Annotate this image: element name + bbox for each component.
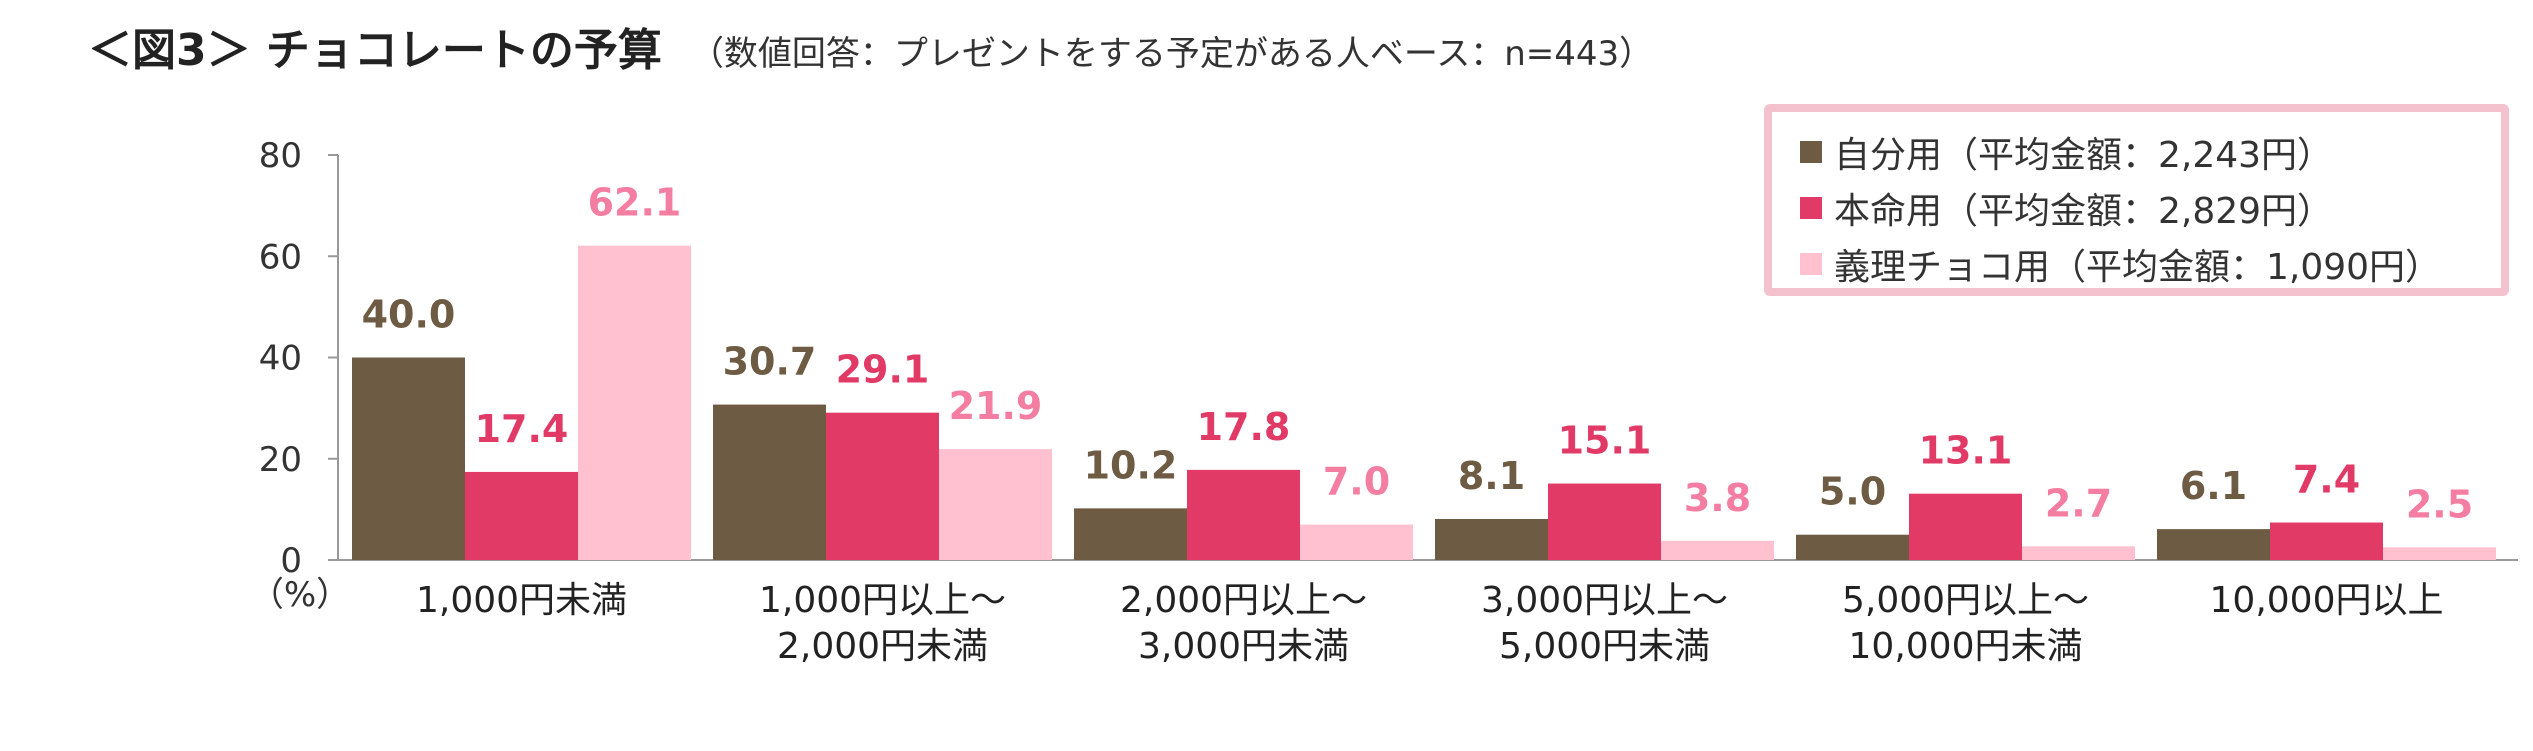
bar — [1548, 483, 1661, 560]
x-tick-label: 1,000円以上～ 2,000円未満 — [759, 580, 1006, 667]
bar — [1796, 534, 1909, 560]
data-label: 29.1 — [836, 348, 930, 392]
data-label: 7.4 — [2293, 458, 2360, 502]
data-label: 2.5 — [2406, 482, 2473, 526]
x-tick-label-line: 2,000円以上～ — [1120, 580, 1367, 621]
y-unit-label: （%） — [250, 575, 350, 615]
legend-label-giri: 義理チョコ用（平均金額：1,090円） — [1834, 247, 2442, 288]
x-tick-label-line: 2,000円未満 — [777, 626, 988, 667]
x-tick-label-line: 1,000円未満 — [416, 580, 627, 621]
y-tick-label: 80 — [259, 136, 302, 176]
x-tick-label-line: 1,000円以上～ — [759, 580, 1006, 621]
y-tick-label: 40 — [259, 339, 302, 379]
x-tick-label-line: 3,000円以上～ — [1481, 580, 1728, 621]
data-label: 62.1 — [588, 181, 682, 225]
data-label: 10.2 — [1084, 443, 1178, 487]
data-label: 13.1 — [1919, 429, 2013, 473]
bar — [465, 471, 578, 560]
legend-label-honmei: 本命用（平均金額：2,829円） — [1834, 191, 2334, 232]
bar — [1187, 469, 1300, 560]
data-label: 8.1 — [1458, 454, 1525, 498]
data-label: 7.0 — [1323, 460, 1390, 504]
bar — [578, 245, 691, 560]
data-label: 17.8 — [1197, 405, 1291, 449]
x-tick-label-line: 10,000円以上 — [2210, 580, 2444, 621]
bar — [352, 357, 465, 560]
bar — [2383, 547, 2496, 560]
bar — [1074, 508, 1187, 560]
data-label: 6.1 — [2180, 464, 2247, 508]
data-label: 40.0 — [362, 293, 456, 337]
legend-swatch-giri — [1800, 253, 1822, 275]
bar — [1909, 493, 2022, 560]
bar — [826, 412, 939, 560]
x-tick-label: 5,000円以上～ 10,000円未満 — [1842, 580, 2089, 667]
data-label: 21.9 — [949, 384, 1043, 428]
data-label: 15.1 — [1558, 419, 1652, 463]
x-tick-label: 10,000円以上 — [2210, 580, 2444, 621]
bar — [2022, 546, 2135, 560]
legend-item-self: 自分用（平均金額：2,243円） — [1800, 124, 2501, 180]
data-label: 5.0 — [1819, 470, 1886, 514]
data-label: 3.8 — [1684, 476, 1751, 520]
x-tick-label-line: 5,000円未満 — [1499, 626, 1710, 667]
legend-item-honmei: 本命用（平均金額：2,829円） — [1800, 180, 2501, 236]
x-tick-label-line: 5,000円以上～ — [1842, 580, 2089, 621]
data-label: 2.7 — [2045, 481, 2112, 525]
bar — [1300, 524, 1413, 560]
legend-item-giri: 義理チョコ用（平均金額：1,090円） — [1800, 236, 2501, 292]
y-tick-label: 60 — [259, 237, 302, 277]
bar — [1661, 540, 1774, 560]
legend-label-self: 自分用（平均金額：2,243円） — [1834, 135, 2334, 176]
y-tick-label: 20 — [259, 440, 302, 480]
chart-subtitle: （数値回答：プレゼントをする予定がある人ベース：n=443） — [689, 34, 1654, 74]
bar — [2270, 522, 2383, 560]
bar — [2157, 529, 2270, 560]
data-label: 30.7 — [723, 340, 817, 384]
bar — [713, 404, 826, 560]
x-tick-label: 1,000円未満 — [416, 580, 627, 621]
legend-swatch-honmei — [1800, 197, 1822, 219]
legend-swatch-self — [1800, 141, 1822, 163]
chart-title: ＜図3＞ チョコレートの予算 — [88, 25, 662, 76]
x-tick-label-line: 3,000円未満 — [1138, 626, 1349, 667]
title-row: ＜図3＞ チョコレートの予算 （数値回答：プレゼントをする予定がある人ベース：n… — [88, 14, 1653, 94]
data-label: 17.4 — [475, 407, 569, 451]
x-tick-label-line: 10,000円未満 — [1849, 626, 2083, 667]
x-tick-label: 3,000円以上～ 5,000円未満 — [1481, 580, 1728, 667]
bar — [939, 449, 1052, 560]
y-tick-label: 0 — [280, 541, 302, 581]
bar — [1435, 518, 1548, 560]
legend: 自分用（平均金額：2,243円） 本命用（平均金額：2,829円） 義理チョコ用… — [1764, 104, 2509, 296]
x-tick-label: 2,000円以上～ 3,000円未満 — [1120, 580, 1367, 667]
